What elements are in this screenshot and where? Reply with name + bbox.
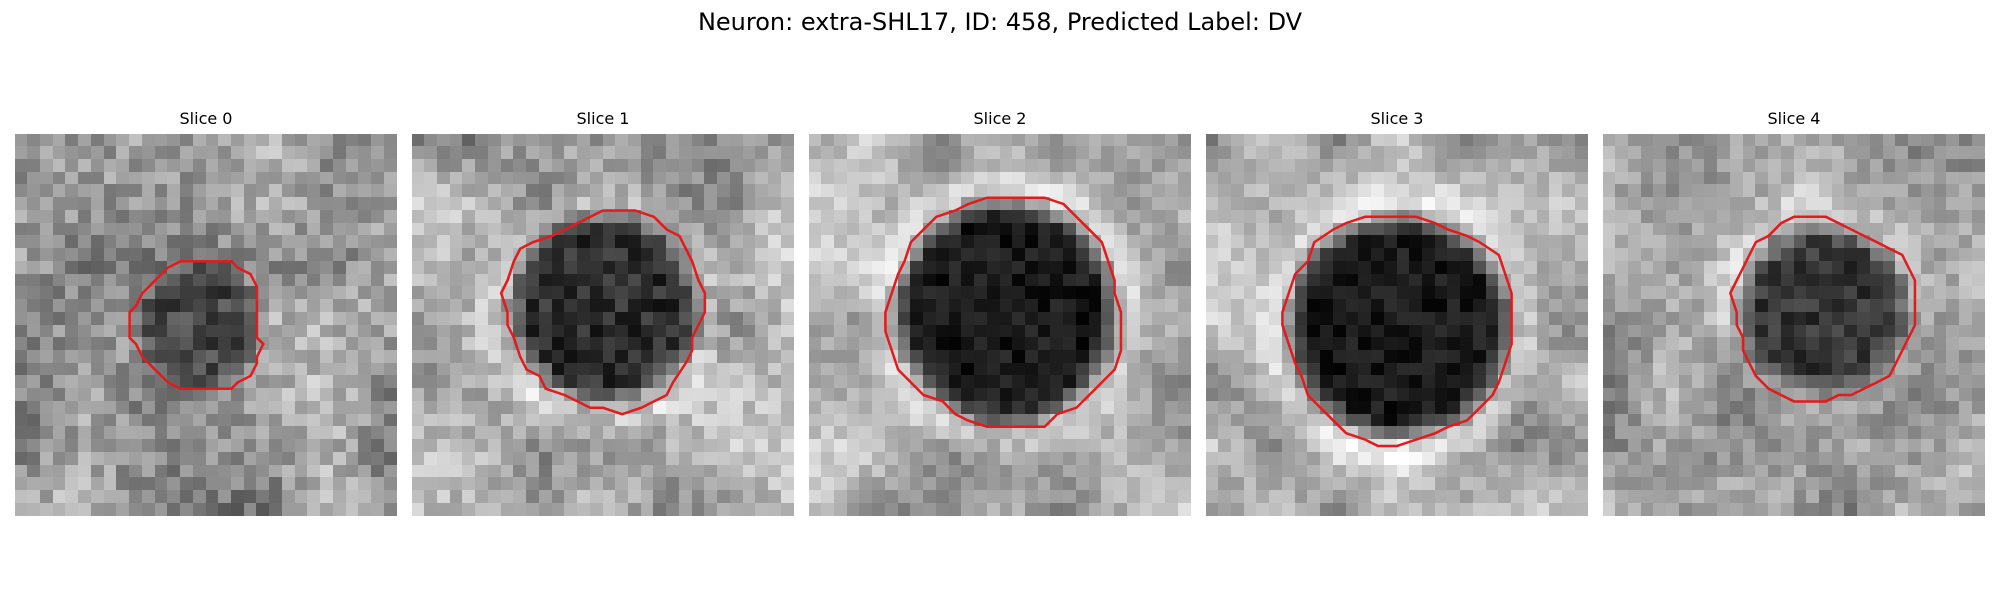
slice-2-title: Slice 2 bbox=[973, 109, 1027, 128]
slice-3-image bbox=[1206, 134, 1588, 516]
figure-title: Neuron: extra-SHL17, ID: 458, Predicted … bbox=[697, 8, 1303, 36]
slice-1-image bbox=[412, 134, 794, 516]
slice-3-title: Slice 3 bbox=[1370, 109, 1424, 128]
slice-1-title: Slice 1 bbox=[576, 109, 630, 128]
slice-4-title: Slice 4 bbox=[1767, 109, 1821, 128]
slice-4-image bbox=[1603, 134, 1985, 516]
slice-0-image bbox=[15, 134, 397, 516]
slice-2-image bbox=[809, 134, 1191, 516]
slice-0-title: Slice 0 bbox=[179, 109, 233, 128]
